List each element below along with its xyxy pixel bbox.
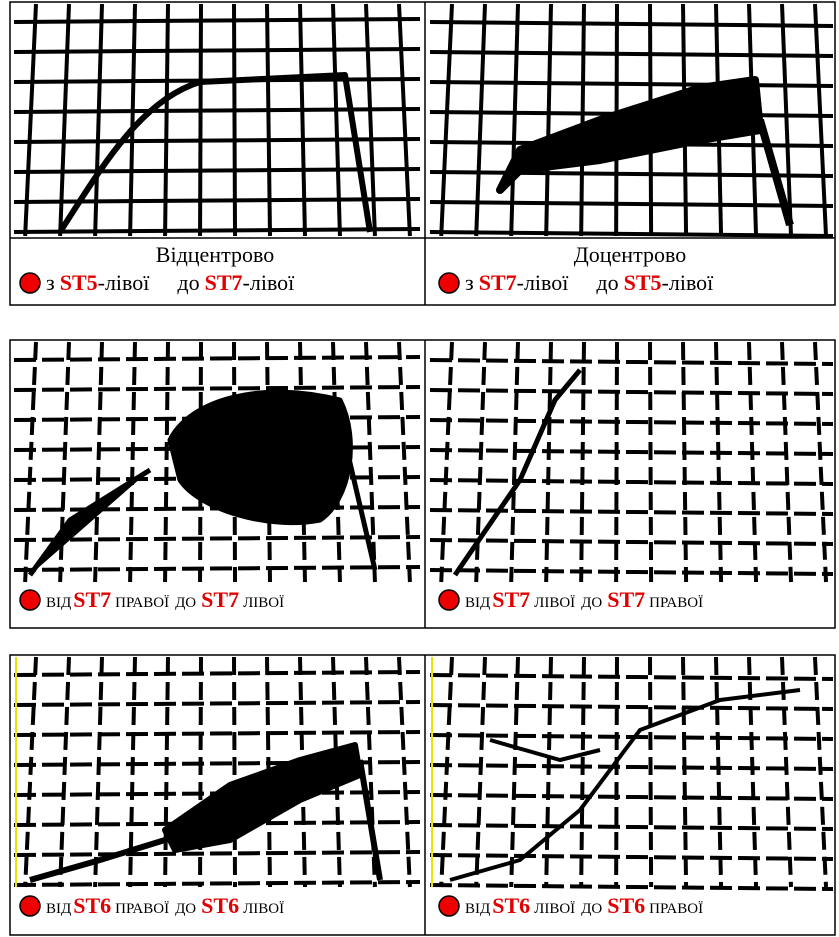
caption-from-suffix: лівої [534,893,575,918]
recording [430,4,833,236]
caption-from-suffix: -лівої [517,270,570,295]
recording [14,657,420,887]
caption-to-prefix: до [596,270,618,295]
caption-to-suffix: -лівої [243,270,296,295]
caption-to: ST6 [201,893,239,918]
caption-from: ST7 [492,587,530,612]
caption-from-suffix: лівої [534,587,575,612]
caption-from: ST7 [73,587,111,612]
recording-bg [430,342,833,582]
caption: відST6правоїдоST6лівої [46,893,284,918]
caption-to-suffix: -лівої [662,270,715,295]
panel-title: Відцентрово [156,242,274,267]
caption-to: ST7 [205,270,243,295]
caption-to-prefix: до [177,270,199,295]
caption-to: ST7 [607,587,645,612]
caption-to-prefix: до [581,893,602,918]
caption-from: ST7 [479,270,517,295]
caption-from-suffix: правої [115,587,169,612]
grid-line [234,4,235,236]
caption-to: ST6 [607,893,645,918]
grid-line [581,4,584,236]
caption: відST6лівоїдоST6правої [465,893,703,918]
caption-to-prefix: до [175,587,196,612]
caption-from-prefix: з [46,270,55,295]
caption-to-suffix: правої [649,893,703,918]
marker-dot [439,896,459,916]
panel-title: Доцентрово [574,242,686,267]
marker-dot [20,896,40,916]
caption: зST5-лівоїдоST7-лівої [46,270,295,295]
caption-from-prefix: від [46,893,71,918]
caption-to-suffix: лівої [243,893,284,918]
recording [430,342,833,582]
recording [430,657,833,889]
caption-to: ST5 [624,270,662,295]
grid-line [200,4,201,236]
marker-dot [439,590,459,610]
caption-from: ST5 [60,270,98,295]
caption-to-suffix: правої [649,587,703,612]
caption-from-prefix: з [465,270,474,295]
caption-from-suffix: -лівої [98,270,151,295]
marker-dot [20,273,40,293]
marker-dot [439,273,459,293]
caption-to-prefix: до [581,587,602,612]
caption-to: ST7 [201,587,239,612]
caption-from: ST6 [492,893,530,918]
figure: ВідцентровозST5-лівоїдоST7-лівоїДоцентро… [0,0,839,937]
caption-from-prefix: від [46,587,71,612]
caption-to-suffix: лівої [243,587,284,612]
caption-from-prefix: від [465,893,490,918]
recording [14,4,420,236]
panels [14,4,833,889]
recording [14,342,420,582]
caption-from: ST6 [73,893,111,918]
caption-from-suffix: правої [115,893,169,918]
caption-to-prefix: до [175,893,196,918]
marker-dot [20,590,40,610]
caption-from-prefix: від [465,587,490,612]
